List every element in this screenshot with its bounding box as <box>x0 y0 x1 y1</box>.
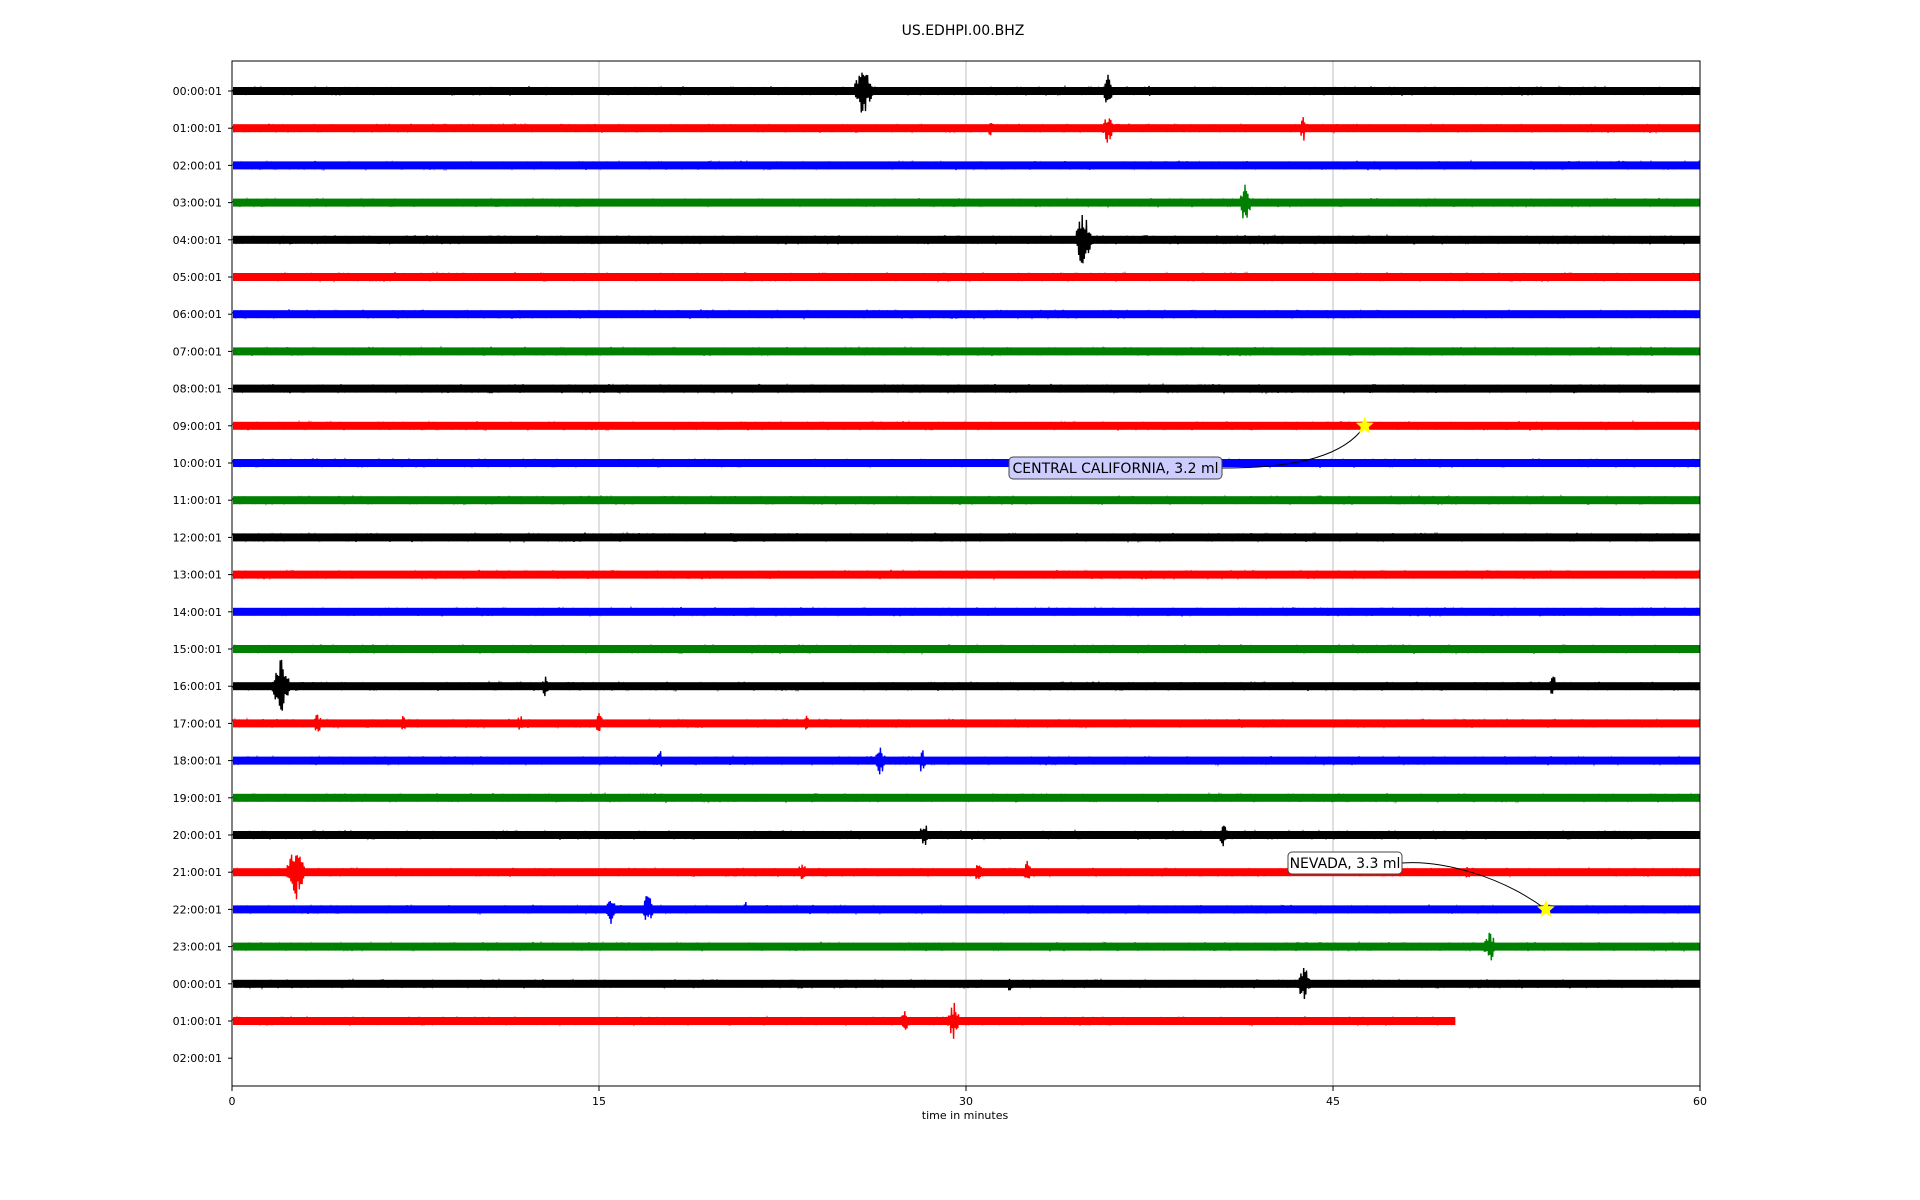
trace-line <box>232 903 1701 916</box>
trace-line <box>232 308 1701 321</box>
annotation-text: CENTRAL CALIFORNIA, 3.2 ml <box>1012 461 1218 477</box>
trace-line <box>232 84 1701 97</box>
annotation-text: NEVADA, 3.3 ml <box>1290 856 1401 872</box>
row-time-label: 04:00:01 <box>173 234 222 247</box>
row-time-label: 02:00:01 <box>173 1052 222 1065</box>
event-spikes <box>985 117 1311 143</box>
row-time-labels: 00:00:01 01:00:01 02:00:01 03:00:01 04:00:01… <box>173 85 232 1065</box>
trace-line <box>232 717 1701 730</box>
trace-line <box>232 754 1701 767</box>
row-time-label: 20:00:01 <box>173 829 222 842</box>
event-spikes <box>1235 184 1254 219</box>
row-time-label: 10:00:01 <box>173 457 222 470</box>
event-spikes <box>311 713 813 732</box>
annotation-box <box>1287 851 1403 875</box>
trace-line <box>232 159 1701 172</box>
row-time-label: 19:00:01 <box>173 792 222 805</box>
event-spikes <box>917 825 1230 847</box>
annotation-connector <box>1401 862 1547 910</box>
trace-line <box>232 866 1701 879</box>
row-time-label: 03:00:01 <box>173 197 222 210</box>
trace-line <box>232 643 1701 656</box>
row-time-label: 13:00:01 <box>173 569 222 582</box>
x-axis-ticks: 0 15 30 45 60 <box>229 1086 1707 1108</box>
row-time-label: 14:00:01 <box>173 606 222 619</box>
trace-line <box>232 977 1701 990</box>
trace-line <box>232 494 1701 506</box>
event-spikes <box>1481 932 1498 961</box>
x-tick-label: 30 <box>959 1095 973 1108</box>
row-time-label: 11:00:01 <box>173 494 222 507</box>
trace-line <box>232 271 1701 283</box>
x-tick-label: 0 <box>229 1095 236 1108</box>
trace-line <box>232 345 1701 357</box>
row-time-label: 15:00:01 <box>173 643 222 656</box>
event-star-marker <box>1537 900 1555 917</box>
event-star-marker <box>1355 416 1374 434</box>
trace-line <box>232 233 1701 246</box>
row-time-label: 02:00:01 <box>173 159 222 172</box>
row-time-label: 17:00:01 <box>173 717 222 730</box>
trace-line <box>232 569 1701 581</box>
trace-line <box>232 680 1701 693</box>
event-spikes <box>851 72 1155 113</box>
annotation-box <box>1008 456 1223 480</box>
event-spikes <box>604 896 751 924</box>
event-spikes <box>654 747 929 775</box>
row-time-label: 08:00:01 <box>173 383 222 396</box>
row-time-label: 16:00:01 <box>173 680 222 693</box>
trace-line <box>232 419 1701 432</box>
row-time-label: 00:00:01 <box>173 978 222 991</box>
chart-title: US.EDHPI.00.BHZ <box>902 23 1025 39</box>
x-axis-label: time in minutes <box>922 1109 1009 1122</box>
trace-line <box>232 196 1701 209</box>
trace-line <box>232 940 1701 953</box>
row-time-label: 06:00:01 <box>173 308 222 321</box>
row-time-label: 23:00:01 <box>173 941 222 954</box>
event-spikes <box>269 659 1656 711</box>
row-time-label: 07:00:01 <box>173 345 222 358</box>
row-time-label: 01:00:01 <box>173 122 222 135</box>
event-spikes <box>1004 967 1313 1000</box>
event-spikes <box>1071 214 1095 264</box>
row-time-label: 18:00:01 <box>173 755 222 768</box>
row-time-label: 21:00:01 <box>173 866 222 879</box>
trace-line <box>232 457 1701 470</box>
annotation-connector <box>1221 425 1366 469</box>
row-time-label: 22:00:01 <box>173 903 222 916</box>
trace-line <box>232 382 1701 395</box>
trace-line <box>232 531 1701 544</box>
trace-line <box>232 791 1701 804</box>
trace-group <box>232 72 1701 1039</box>
event-spikes <box>898 1002 962 1039</box>
row-time-label: 01:00:01 <box>173 1015 222 1028</box>
event-spikes <box>283 854 1473 900</box>
row-time-label: 05:00:01 <box>173 271 222 284</box>
x-tick-label: 45 <box>1326 1095 1340 1108</box>
x-tick-label: 15 <box>592 1095 606 1108</box>
row-time-label: 09:00:01 <box>173 420 222 433</box>
x-tick-label: 60 <box>1693 1095 1707 1108</box>
trace-line <box>232 122 1701 135</box>
row-time-label: 00:00:01 <box>173 85 222 98</box>
event-annotations: CENTRAL CALIFORNIA, 3.2 ml NEVADA, 3.3 ml <box>1008 416 1555 917</box>
row-time-label: 12:00:01 <box>173 531 222 544</box>
trace-line <box>232 605 1701 618</box>
trace-line <box>232 828 1701 841</box>
trace-line <box>232 1015 1456 1028</box>
